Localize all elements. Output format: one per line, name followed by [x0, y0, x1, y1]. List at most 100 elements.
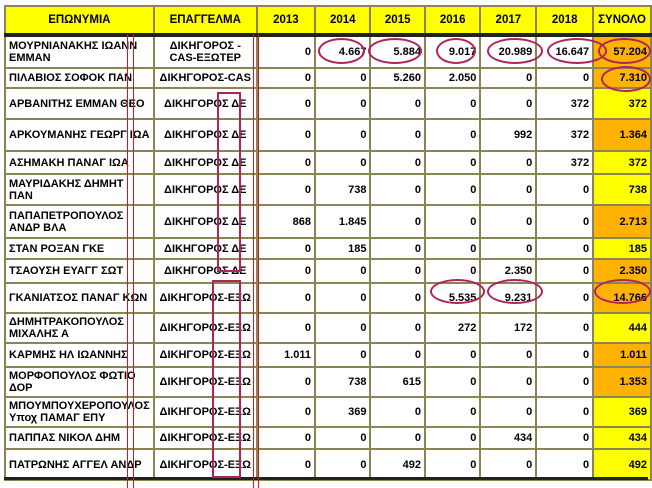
header-2015: 2015 — [369, 5, 426, 36]
header-2013: 2013 — [255, 5, 317, 36]
year-value-cell: 2.050 — [423, 67, 482, 89]
year-value-cell: 369 — [314, 396, 372, 428]
year-value-cell: 0 — [535, 342, 595, 368]
year-value-cell: 0 — [314, 312, 372, 344]
name-cell: ΑΡΒΑΝΙΤΗΣ ΕΜΜΑΝ ΘΕΟ — [4, 87, 155, 120]
year-value-cell: 0 — [423, 426, 482, 450]
header-total: ΣΥΝΟΛΟ — [592, 5, 652, 36]
table-row: ΜΑΥΡΙΔΑΚΗΣ ΔΗΜΗΤ ΠΑΝ ΔΙΚΗΓΟΡΟΣ ΔΕ 0 738 0 0 0 0… — [4, 173, 652, 206]
year-value-cell: 0 — [314, 67, 372, 89]
table-bottom-border — [4, 477, 648, 480]
year-value-cell: 0 — [423, 237, 482, 260]
year-value-cell: 0 — [369, 118, 426, 152]
year-value-cell: 0 — [369, 312, 426, 344]
year-value-cell: 0 — [255, 34, 317, 69]
year-value-cell: 5.260 — [369, 67, 426, 89]
year-value-cell: 1.845 — [314, 204, 372, 239]
year-value-cell: 0 — [369, 173, 426, 206]
annotation-ellipse — [368, 38, 422, 64]
name-cell: ΤΣΑΟΥΣΗ ΕΥΑΓΓ ΣΩΤ — [4, 258, 155, 284]
year-value-cell: 0 — [423, 366, 482, 398]
year-value-cell: 0 — [423, 87, 482, 120]
year-value-cell: 0 — [369, 87, 426, 120]
year-value-cell: 0 — [479, 342, 538, 368]
year-value-cell: 0 — [535, 366, 595, 398]
annotation-ellipse — [487, 38, 543, 64]
name-cell: ΠΑΤΡΩΝΗΣ ΑΓΓΕΛ ΑΝΔΡ — [4, 448, 155, 481]
occupation-cell: ΔΙΚΗΓΟΡΟΣ-ΕΞΩ — [152, 282, 258, 314]
year-value-cell: 0 — [423, 448, 482, 481]
year-value-cell: 0 — [255, 258, 317, 284]
year-value-cell: 0 — [314, 258, 372, 284]
year-value-cell: 0 — [369, 237, 426, 260]
red-line — [133, 34, 134, 488]
year-value-cell: 0 — [423, 150, 482, 175]
total-cell: 434 — [592, 426, 652, 450]
year-value-cell: 0 — [535, 312, 595, 344]
name-cell: ΠΑΠΑΠΕΤΡΟΠΟΥΛΟΣ ΑΝΔΡ ΒΛΑ — [4, 204, 155, 239]
annotation-ellipse — [487, 279, 543, 304]
annotation-ellipse — [436, 38, 476, 64]
occupation-cell: ΔΙΚΗΓΟΡΟΣ ΔΕ — [152, 173, 258, 206]
occupation-cell: ΔΙΚΗΓΟΡΟΣ ΔΕ — [152, 258, 258, 284]
table-row: ΠΑΤΡΩΝΗΣ ΑΓΓΕΛ ΑΝΔΡ ΔΙΚΗΓΟΡΟΣ-ΕΞΩ 0 0 492 0 0 0… — [4, 448, 652, 481]
annotation-ellipse — [430, 279, 485, 304]
table-row: ΤΣΑΟΥΣΗ ΕΥΑΓΓ ΣΩΤ ΔΙΚΗΓΟΡΟΣ ΔΕ 0 0 0 0 2.350 0 2… — [4, 258, 652, 284]
year-value-cell: 0 — [255, 237, 317, 260]
annotation-box-de — [217, 92, 241, 272]
name-cell: ΜΟΡΦΟΠΟΥΛΟΣ ΦΩΤΙΟ ΔΟΡ — [4, 366, 155, 398]
year-value-cell: 185 — [314, 237, 372, 260]
annotation-ellipse — [601, 66, 651, 92]
year-value-cell: 372 — [535, 150, 595, 175]
annotation-ellipse — [598, 38, 651, 64]
year-value-cell: 0 — [535, 282, 595, 314]
year-value-cell: 0 — [314, 150, 372, 175]
table-row: ΑΣΗΜΑΚΗ ΠΑΝΑΓ ΙΩΑ ΔΙΚΗΓΟΡΟΣ ΔΕ 0 0 0 0 0 372 372 — [4, 150, 652, 175]
total-cell: 185 — [592, 237, 652, 260]
year-value-cell: 0 — [479, 204, 538, 239]
total-cell: 738 — [592, 173, 652, 206]
name-cell: ΔΗΜΗΤΡΑΚΟΠΟΥΛΟΣ ΜΙΧΑΛΗΣ Α — [4, 312, 155, 344]
header-2016: 2016 — [423, 5, 482, 36]
table-row: ΜΟΡΦΟΠΟΥΛΟΣ ΦΩΤΙΟ ΔΟΡ ΔΙΚΗΓΟΡΟΣ-ΕΞΩ 0 738 61… — [4, 366, 652, 398]
year-value-cell: 1.011 — [255, 342, 317, 368]
year-value-cell: 0 — [255, 448, 317, 481]
occupation-cell: ΔΙΚΗΓΟΡΟΣ-ΕΞΩ — [152, 342, 258, 368]
occupation-cell: ΔΙΚΗΓΟΡΟΣ-ΕΞΩ — [152, 448, 258, 481]
total-cell: 2.713 — [592, 204, 652, 239]
year-value-cell: 0 — [423, 396, 482, 428]
table-row: ΠΑΠΠΑΣ ΝΙΚΟΛ ΔΗΜ ΔΙΚΗΓΟΡΟΣ-ΕΞΩ 0 0 0 0 434 0 434 — [4, 426, 652, 450]
year-value-cell: 372 — [535, 118, 595, 152]
year-value-cell: 434 — [479, 426, 538, 450]
name-cell: ΓΚΑΝΙΑΤΣΟΣ ΠΑΝΑΓ ΚΩΝ — [4, 282, 155, 314]
year-value-cell: 0 — [535, 426, 595, 450]
year-value-cell: 0 — [369, 342, 426, 368]
total-cell: 1.353 — [592, 366, 652, 398]
header-2017: 2017 — [479, 5, 538, 36]
name-cell: ΚΑΡΜΗΣ ΗΛ ΙΩΑΝΝΗΣ — [4, 342, 155, 368]
total-cell: 444 — [592, 312, 652, 344]
year-value-cell: 0 — [255, 312, 317, 344]
year-value-cell: 0 — [479, 237, 538, 260]
year-value-cell: 0 — [535, 173, 595, 206]
year-value-cell: 0 — [535, 258, 595, 284]
occupation-cell: ΔΙΚΗΓΟΡΟΣ-ΕΞΩ — [152, 366, 258, 398]
table-row: ΔΗΜΗΤΡΑΚΟΠΟΥΛΟΣ ΜΙΧΑΛΗΣ Α ΔΙΚΗΓΟΡΟΣ-ΕΞΩ 0 0… — [4, 312, 652, 344]
year-value-cell: 738 — [314, 173, 372, 206]
year-value-cell: 0 — [369, 426, 426, 450]
occupation-cell: ΔΙΚΗΓΟΡΟΣ -CAS-ΕΞΩΤΕΡ — [152, 34, 258, 69]
header-2018: 2018 — [535, 5, 595, 36]
header-2014: 2014 — [314, 5, 372, 36]
total-cell: 492 — [592, 448, 652, 481]
year-value-cell: 0 — [314, 342, 372, 368]
year-value-cell: 0 — [255, 173, 317, 206]
total-cell: 372 — [592, 150, 652, 175]
table-row: ΓΚΑΝΙΑΤΣΟΣ ΠΑΝΑΓ ΚΩΝ ΔΙΚΗΓΟΡΟΣ-ΕΞΩ 0 0 0 5.53… — [4, 282, 652, 314]
occupation-cell: ΔΙΚΗΓΟΡΟΣ-ΕΞΩ — [152, 396, 258, 428]
table-row: ΠΙΛΑΒΙΟΣ ΣΟΦΟΚ ΠΑΝ ΔΙΚΗΓΟΡΟΣ-CAS 0 0 5.260 2.… — [4, 67, 652, 89]
year-value-cell: 0 — [479, 87, 538, 120]
year-value-cell: 0 — [479, 150, 538, 175]
year-value-cell: 0 — [255, 366, 317, 398]
year-value-cell: 615 — [369, 366, 426, 398]
year-value-cell: 0 — [479, 173, 538, 206]
